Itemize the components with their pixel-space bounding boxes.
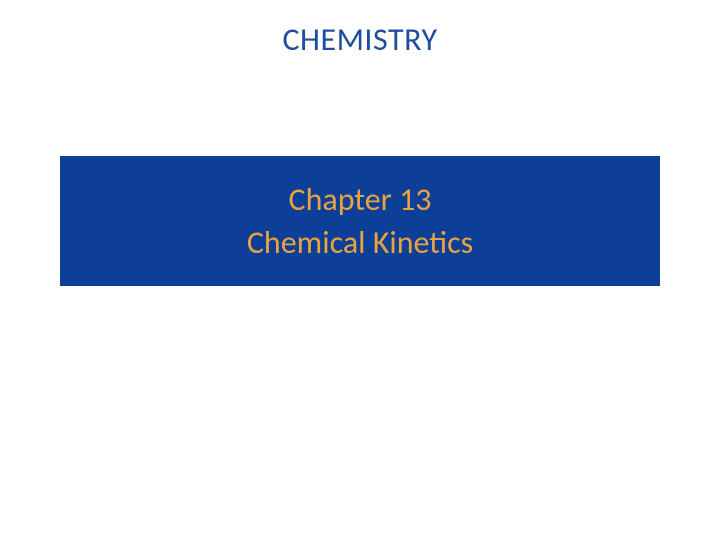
chapter-number: Chapter 13 (289, 178, 432, 221)
chapter-title: Chemical Kinetics (247, 221, 473, 264)
page-title: CHEMISTRY (0, 20, 720, 59)
chapter-banner: Chapter 13 Chemical Kinetics (60, 156, 660, 286)
